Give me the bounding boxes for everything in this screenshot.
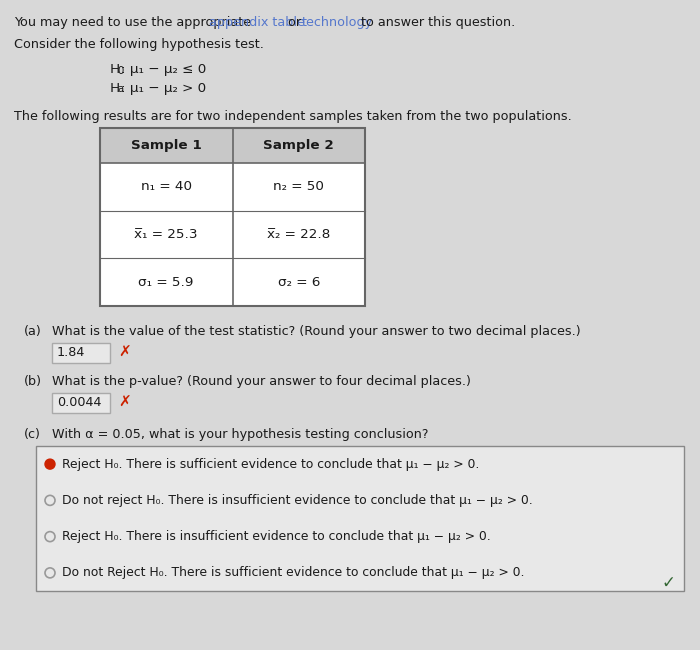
Text: Sample 1: Sample 1 <box>131 139 202 152</box>
Text: Do not Reject H₀. There is sufficient evidence to conclude that μ₁ − μ₂ > 0.: Do not Reject H₀. There is sufficient ev… <box>62 566 524 579</box>
Text: H: H <box>110 82 120 95</box>
Text: Do not reject H₀. There is insufficient evidence to conclude that μ₁ − μ₂ > 0.: Do not reject H₀. There is insufficient … <box>62 494 533 507</box>
Text: ✗: ✗ <box>118 344 131 359</box>
Bar <box>100 128 365 306</box>
Text: σ₂ = 6: σ₂ = 6 <box>278 276 320 289</box>
Text: a: a <box>117 84 123 94</box>
Bar <box>52 393 110 413</box>
Text: (c): (c) <box>24 428 41 441</box>
Text: (a): (a) <box>24 325 42 338</box>
Text: n₁ = 40: n₁ = 40 <box>141 180 192 193</box>
Text: or: or <box>284 16 305 29</box>
Text: 1.84: 1.84 <box>57 346 85 359</box>
Text: (b): (b) <box>24 375 42 388</box>
Text: You may need to use the appropriate: You may need to use the appropriate <box>14 16 255 29</box>
Text: technology: technology <box>302 16 373 29</box>
Text: Reject H₀. There is insufficient evidence to conclude that μ₁ − μ₂ > 0.: Reject H₀. There is insufficient evidenc… <box>62 530 491 543</box>
Text: x̅₁ = 25.3: x̅₁ = 25.3 <box>134 228 198 241</box>
Bar <box>100 128 365 163</box>
Text: : μ₁ − μ₂ ≤ 0: : μ₁ − μ₂ ≤ 0 <box>121 63 206 76</box>
Text: The following results are for two independent samples taken from the two populat: The following results are for two indepe… <box>14 110 572 123</box>
Text: Consider the following hypothesis test.: Consider the following hypothesis test. <box>14 38 264 51</box>
Bar <box>36 446 684 591</box>
Text: With α = 0.05, what is your hypothesis testing conclusion?: With α = 0.05, what is your hypothesis t… <box>52 428 428 441</box>
Text: Reject H₀. There is sufficient evidence to conclude that μ₁ − μ₂ > 0.: Reject H₀. There is sufficient evidence … <box>62 458 480 471</box>
Text: H: H <box>110 63 120 76</box>
Text: to answer this question.: to answer this question. <box>357 16 515 29</box>
Text: appendix table: appendix table <box>209 16 305 29</box>
Text: 0: 0 <box>117 66 123 75</box>
Text: σ₁ = 5.9: σ₁ = 5.9 <box>139 276 194 289</box>
Text: What is the p-value? (Round your answer to four decimal places.): What is the p-value? (Round your answer … <box>52 375 471 388</box>
Text: x̅₂ = 22.8: x̅₂ = 22.8 <box>267 228 330 241</box>
Text: ✓: ✓ <box>661 574 675 592</box>
Bar <box>52 343 110 363</box>
Circle shape <box>45 459 55 469</box>
Bar <box>100 128 365 306</box>
Text: 0.0044: 0.0044 <box>57 396 102 410</box>
Text: : μ₁ − μ₂ > 0: : μ₁ − μ₂ > 0 <box>121 82 206 95</box>
Text: What is the value of the test statistic? (Round your answer to two decimal place: What is the value of the test statistic?… <box>52 325 580 338</box>
Text: Sample 2: Sample 2 <box>263 139 334 152</box>
Text: ✗: ✗ <box>118 395 131 410</box>
Text: n₂ = 50: n₂ = 50 <box>273 180 324 193</box>
